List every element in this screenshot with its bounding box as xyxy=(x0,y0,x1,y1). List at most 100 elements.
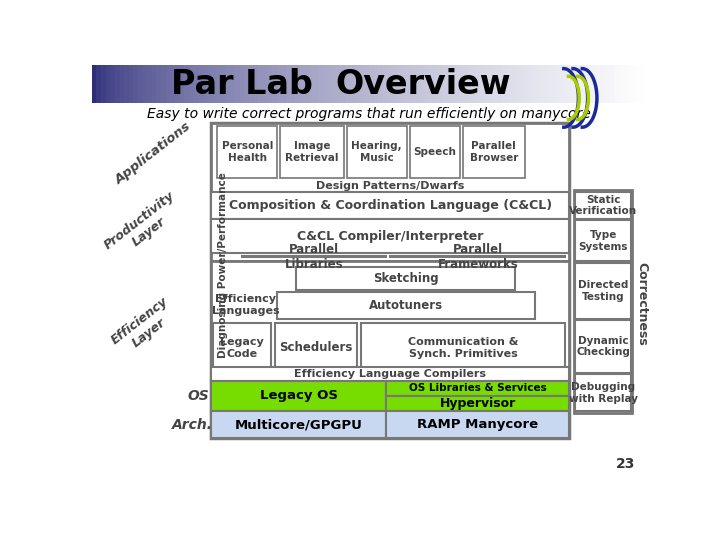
Bar xyxy=(211,381,387,411)
Bar xyxy=(575,262,631,319)
Text: Par Lab: Par Lab xyxy=(171,68,313,100)
Bar xyxy=(433,65,439,103)
Bar xyxy=(438,65,444,103)
Bar xyxy=(374,65,379,103)
Bar xyxy=(387,65,393,103)
Bar xyxy=(526,65,531,103)
Bar xyxy=(575,374,631,411)
Bar xyxy=(443,65,449,103)
Bar xyxy=(226,65,231,103)
Text: Correctness: Correctness xyxy=(636,261,649,346)
Bar xyxy=(337,65,342,103)
Bar xyxy=(346,126,407,178)
Bar xyxy=(572,65,577,103)
Bar xyxy=(318,65,323,103)
Bar xyxy=(410,126,460,178)
Bar xyxy=(642,65,647,103)
Text: Efficiency
Layer: Efficiency Layer xyxy=(109,294,180,359)
Bar xyxy=(387,381,570,396)
Bar xyxy=(383,65,388,103)
Text: Efficiency
Languages: Efficiency Languages xyxy=(212,294,279,316)
Bar xyxy=(184,65,189,103)
Bar xyxy=(390,256,565,257)
Bar xyxy=(554,65,559,103)
Bar xyxy=(628,65,633,103)
Bar xyxy=(211,123,570,192)
Bar xyxy=(211,123,570,438)
Bar xyxy=(595,65,600,103)
Bar xyxy=(244,65,250,103)
Bar xyxy=(152,65,157,103)
Bar xyxy=(346,65,351,103)
Bar xyxy=(575,320,631,373)
Bar xyxy=(448,65,453,103)
Bar xyxy=(605,65,610,103)
Bar xyxy=(115,65,120,103)
Text: OS Libraries & Services: OS Libraries & Services xyxy=(409,383,546,393)
Bar xyxy=(101,65,107,103)
Bar xyxy=(415,65,420,103)
Bar xyxy=(531,65,536,103)
Text: Efficiency Language Compilers: Efficiency Language Compilers xyxy=(294,369,486,379)
Text: Diagnosing Power/Performance: Diagnosing Power/Performance xyxy=(217,172,228,358)
Bar xyxy=(314,65,319,103)
Bar xyxy=(463,126,525,178)
Bar xyxy=(143,65,148,103)
Bar xyxy=(179,65,185,103)
Bar xyxy=(194,65,199,103)
Bar xyxy=(106,65,111,103)
Text: Design Patterns/Dwarfs: Design Patterns/Dwarfs xyxy=(316,181,464,191)
Bar xyxy=(494,65,499,103)
Text: Image
Retrieval: Image Retrieval xyxy=(285,141,339,163)
Bar xyxy=(517,65,522,103)
Bar xyxy=(267,65,273,103)
Bar xyxy=(559,65,564,103)
Bar xyxy=(211,411,387,438)
Bar xyxy=(392,65,397,103)
Text: Composition & Coordination Language (C&CL): Composition & Coordination Language (C&C… xyxy=(229,199,552,212)
Bar xyxy=(211,381,570,411)
Bar xyxy=(549,65,554,103)
Bar xyxy=(364,65,370,103)
Bar xyxy=(429,65,434,103)
Bar xyxy=(590,65,596,103)
Bar xyxy=(300,65,305,103)
Bar xyxy=(124,65,130,103)
Bar xyxy=(275,323,357,373)
Bar xyxy=(203,65,208,103)
Bar xyxy=(456,65,462,103)
Bar xyxy=(475,65,481,103)
Bar xyxy=(567,65,573,103)
Bar xyxy=(480,65,485,103)
Bar xyxy=(309,65,315,103)
Bar xyxy=(296,267,516,289)
Bar xyxy=(582,65,587,103)
Bar xyxy=(575,220,631,261)
Bar xyxy=(575,192,631,219)
Bar xyxy=(540,65,545,103)
Text: Multicore/GPGPU: Multicore/GPGPU xyxy=(235,418,363,431)
Bar xyxy=(221,65,227,103)
Bar xyxy=(217,65,222,103)
Bar xyxy=(544,65,550,103)
Text: Personal
Health: Personal Health xyxy=(222,141,273,163)
Bar xyxy=(276,292,534,319)
Bar xyxy=(211,219,570,253)
Bar xyxy=(92,65,97,103)
Bar xyxy=(563,65,568,103)
Bar xyxy=(387,411,570,438)
Bar xyxy=(253,65,259,103)
Bar xyxy=(401,65,407,103)
Bar xyxy=(369,65,374,103)
Bar xyxy=(211,192,570,261)
Text: Sketching: Sketching xyxy=(373,272,438,285)
Bar xyxy=(387,396,570,411)
Bar xyxy=(161,65,166,103)
Bar xyxy=(189,65,194,103)
Bar xyxy=(512,65,518,103)
Bar xyxy=(148,65,153,103)
Bar xyxy=(211,261,570,381)
Bar xyxy=(211,367,570,381)
Bar xyxy=(521,65,527,103)
Bar xyxy=(230,65,235,103)
